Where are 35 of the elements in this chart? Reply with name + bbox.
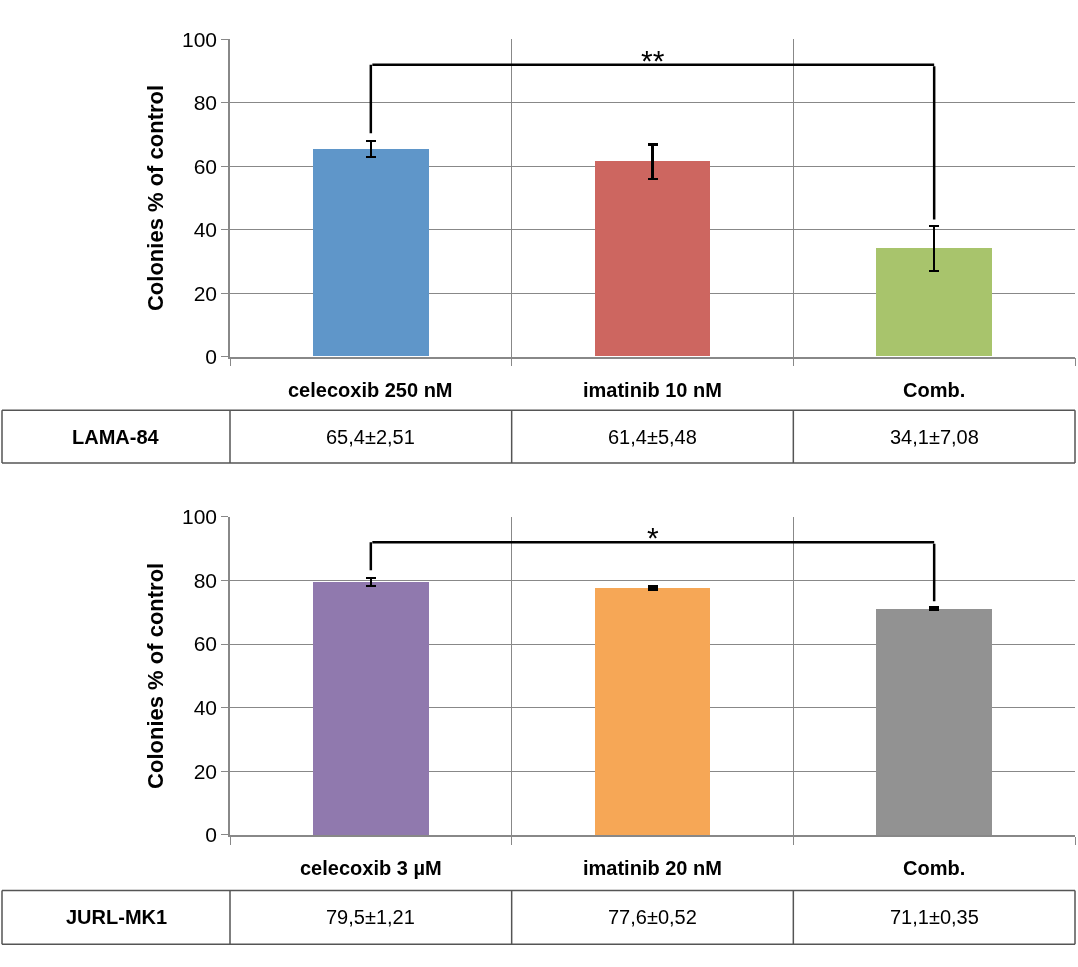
bar (595, 161, 710, 357)
bar (595, 587, 710, 835)
y-tick-label: 60 (193, 632, 218, 656)
x-tick-label: Comb. (903, 857, 966, 879)
y-tick-label: 80 (193, 91, 218, 115)
text: LAMA-84 (72, 426, 160, 448)
y-tick-label: 20 (193, 759, 218, 783)
data-label: 79,5±1,21 (326, 906, 415, 928)
x-tick-label: celecoxib 250 nM (288, 379, 453, 401)
y-tick-label: 100 (182, 27, 218, 51)
text: JURL-MK1 (66, 906, 168, 928)
y-tick-label: 20 (193, 281, 218, 305)
data-label: 65,4±2,51 (326, 426, 415, 448)
y-axis-title: Colonies % of control (143, 84, 169, 312)
data-label: 61,4±5,48 (608, 426, 697, 448)
y-axis-title: Colonies % of control (143, 562, 169, 789)
x-tick-label: imatinib 20 nM (583, 857, 722, 879)
y-tick-label: 0 (205, 344, 218, 368)
annotation: * (647, 521, 659, 554)
y-tick-label: 80 (193, 568, 218, 592)
data-label: 77,6±0,52 (608, 906, 697, 928)
data-label: 71,1±0,35 (890, 906, 979, 928)
bar (313, 149, 429, 357)
y-tick-label: 40 (193, 696, 218, 719)
y-tick-label: 60 (193, 154, 218, 178)
y-tick-label: 40 (193, 218, 218, 242)
y-tick-label: 100 (182, 505, 218, 529)
bar (876, 248, 992, 357)
x-tick-label: celecoxib 3 µM (300, 857, 442, 879)
y-tick-label: 0 (205, 823, 218, 847)
annotation: ** (641, 44, 665, 77)
data-label: 34,1±7,08 (890, 426, 979, 448)
x-tick-label: imatinib 10 nM (583, 379, 722, 401)
x-tick-label: Comb. (903, 379, 966, 401)
bar (313, 581, 429, 835)
